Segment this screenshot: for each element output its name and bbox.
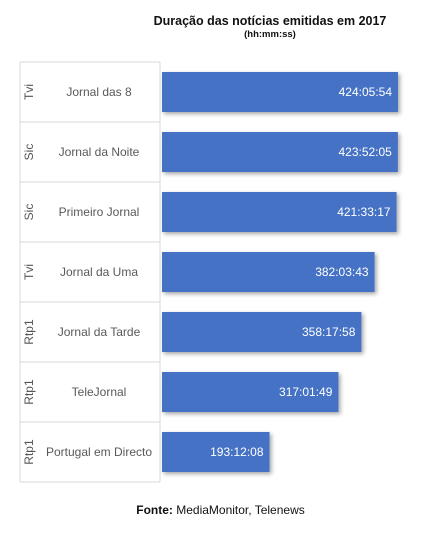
group-label: Rtp1 [22, 439, 36, 465]
bar-value-label: 421:33:17 [337, 205, 391, 219]
bar-value-label: 317:01:49 [279, 385, 333, 399]
source-text: MediaMonitor, Telenews [176, 503, 305, 517]
source-note: Fonte: MediaMonitor, Telenews [0, 503, 441, 517]
bar [162, 312, 362, 352]
group-label: Tvi [22, 264, 36, 280]
category-label: Jornal da Tarde [58, 325, 141, 339]
bar [162, 372, 339, 412]
bar-value-label: 382:03:43 [315, 265, 369, 279]
chart-title: Duração das notícias emitidas em 2017 [153, 14, 387, 28]
bar [162, 432, 270, 472]
chart-subtitle: (hh:mm:ss) [244, 29, 296, 40]
category-table [19, 61, 161, 483]
bar-chart: Tvi Jornal das 8 Sic Jornal da Noite Sic Prim… [19, 61, 398, 483]
category-label: Portugal em Directo [46, 445, 152, 459]
category-label: Primeiro Jornal [59, 205, 140, 219]
group-label: Tvi [22, 84, 36, 100]
bar [162, 72, 398, 112]
bar [162, 192, 397, 232]
bar-value-label: 193:12:08 [210, 445, 264, 459]
bar-value-label: 358:17:58 [302, 325, 356, 339]
bar [162, 252, 375, 292]
group-label: Rtp1 [22, 379, 36, 405]
category-label: Jornal da Noite [59, 145, 140, 159]
group-label: Sic [22, 204, 36, 221]
group-label: Rtp1 [22, 319, 36, 345]
category-label: Jornal das 8 [66, 85, 132, 99]
group-label: Sic [22, 144, 36, 161]
source-label: Fonte: [136, 503, 173, 517]
category-label: Jornal da Uma [60, 265, 138, 279]
bar-value-label: 423:52:05 [338, 145, 392, 159]
bar-value-label: 424:05:54 [339, 85, 393, 99]
category-label: TeleJornal [72, 385, 127, 399]
bar [162, 132, 398, 172]
